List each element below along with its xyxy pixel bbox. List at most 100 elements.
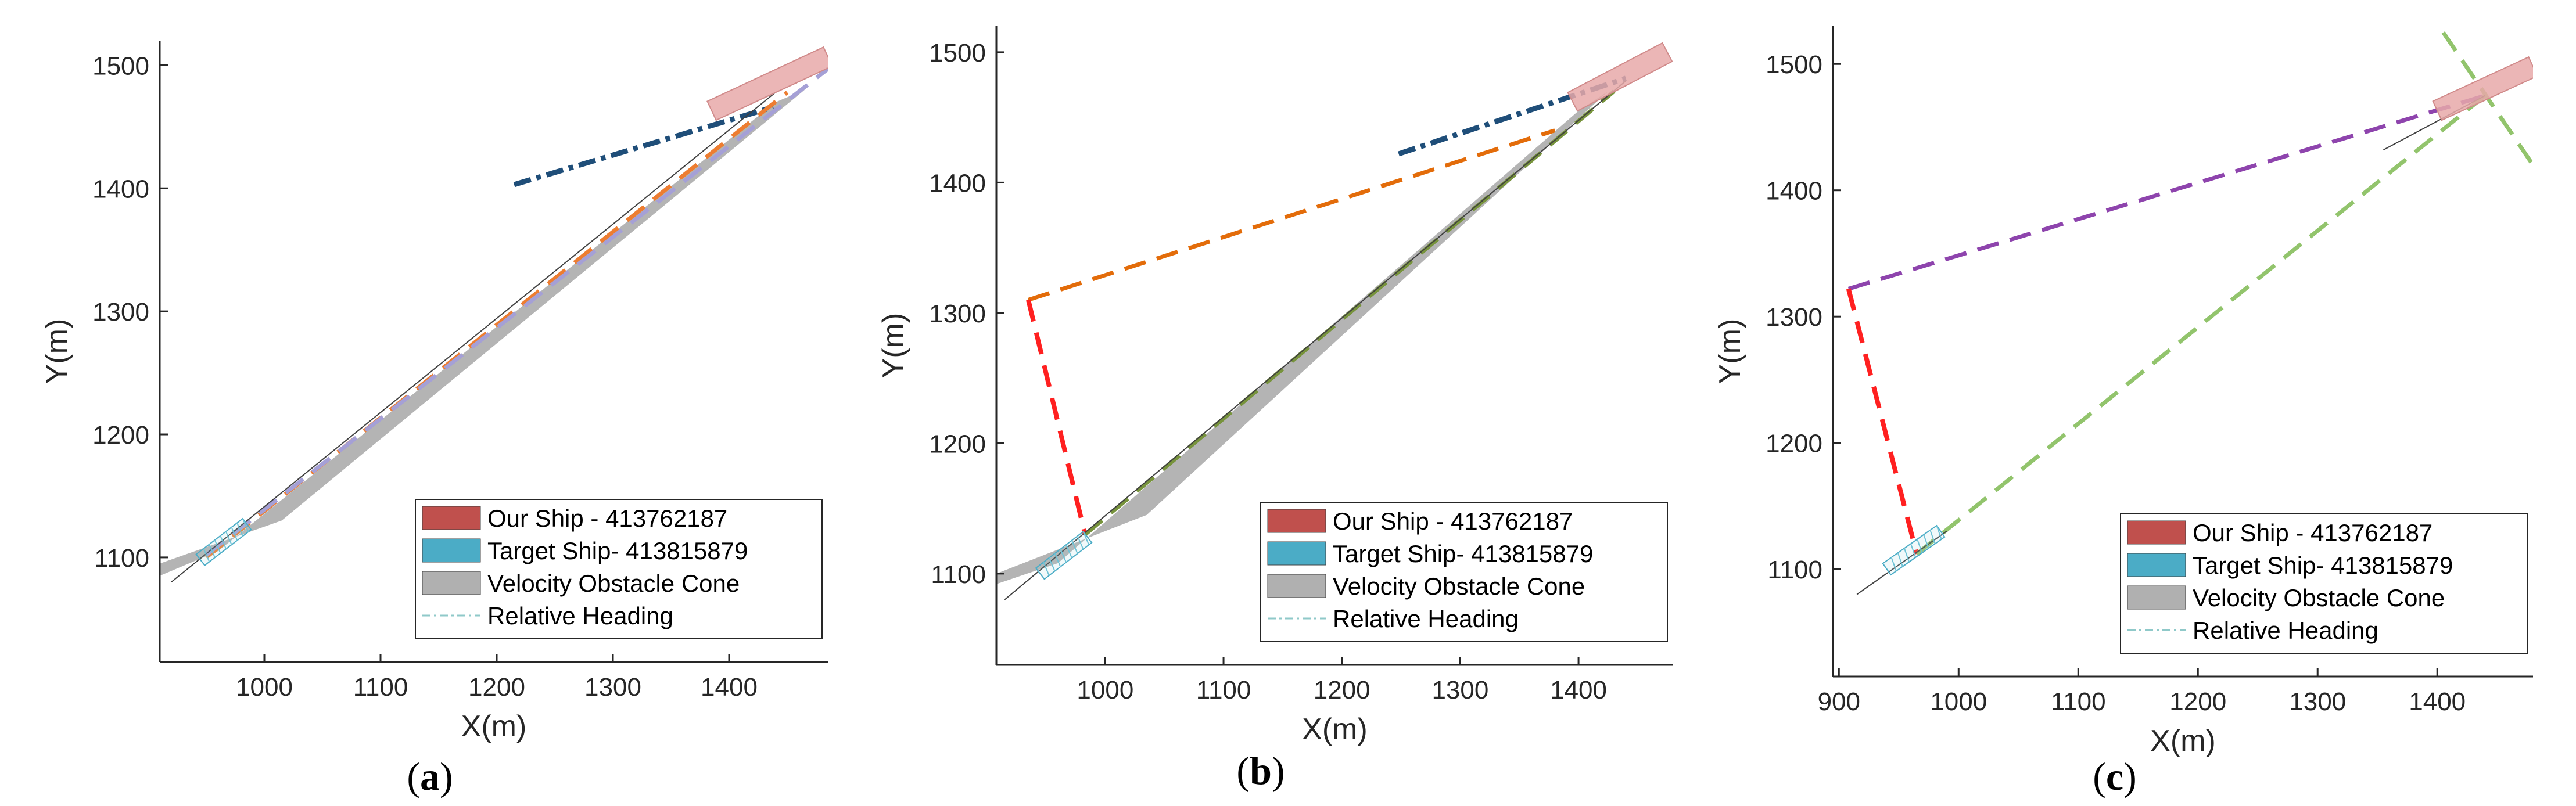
y-tick-label: 1200 [929, 430, 986, 458]
plot-area [996, 42, 1673, 600]
legend-swatch [2127, 520, 2186, 545]
y-tick-label: 1400 [1766, 177, 1822, 206]
x-tick-label: 1300 [584, 673, 641, 701]
series-line-2 [204, 91, 789, 559]
x-tick-label: 1300 [2289, 688, 2346, 716]
y-tick-label: 1300 [92, 298, 149, 326]
series-line-4 [1084, 89, 1616, 537]
series-line-1 [513, 105, 774, 188]
legend-label: Velocity Obstacle Cone [2193, 584, 2445, 611]
x-tick-label: 1100 [1196, 676, 1251, 704]
legend-swatch [2127, 553, 2186, 577]
legend: Our Ship - 413762187 Target Ship- 4138158… [2120, 513, 2528, 654]
legend-frame [1260, 502, 1668, 642]
target-ship-shape-hatch [225, 531, 232, 545]
legend-label: Velocity Obstacle Cone [487, 570, 740, 597]
target-ship-shape-hatch [1897, 552, 1903, 567]
target-ship-shape-hatch [1054, 553, 1061, 567]
target-ship-shape-hatch [1077, 535, 1084, 550]
x-tick-label: 1400 [1550, 676, 1607, 704]
legend-label: Velocity Obstacle Cone [1333, 573, 1585, 600]
target-ship-shape-hatch [1936, 525, 1942, 539]
series-line-3 [1026, 299, 1088, 535]
y-tick-label: 1200 [1766, 430, 1822, 458]
series-line-3 [1915, 93, 2487, 556]
legend-swatch [2127, 585, 2186, 610]
y-tick-label: 1300 [929, 300, 986, 328]
x-tick-label: 1000 [1930, 688, 1987, 716]
x-tick-label: 1400 [701, 673, 758, 701]
series-line-2 [1027, 128, 1556, 302]
x-tick-label: 1000 [236, 673, 293, 701]
series-line-5 [1004, 80, 1627, 600]
legend: Our Ship - 413762187 Target Ship- 4138158… [1260, 502, 1668, 642]
target-ship-shape-hatch [1043, 562, 1050, 576]
target-ship-shape-hatch [214, 539, 221, 554]
legend-label: Our Ship - 413762187 [487, 505, 727, 532]
target-ship-shape-hatch [1071, 540, 1078, 554]
target-ship-shape-hatch [236, 523, 243, 537]
target-ship-shape [1882, 524, 1946, 576]
y-tick-label: 1100 [94, 544, 149, 573]
y-tick-label: 1500 [1766, 51, 1822, 79]
chart-panel-a: 1000 1100 1200 1300 1400 1100 1200 1300 1400 1500… [40, 41, 828, 798]
x-tick-label: 1200 [1314, 676, 1370, 704]
x-tick-label: 1200 [468, 673, 525, 701]
target-ship-shape-hatch [1910, 544, 1917, 558]
legend-label: Target Ship- 413815879 [1333, 540, 1593, 567]
legend-swatch [1267, 509, 1326, 533]
y-tick-label: 1400 [929, 169, 986, 197]
legend-label: Relative Heading [1333, 605, 1519, 632]
target-ship-shape-hatch [1065, 544, 1072, 559]
our-ship-shape [706, 46, 828, 121]
legend-swatch [1267, 574, 1326, 598]
legend-frame [2120, 513, 2528, 654]
x-tick-label: 1300 [1431, 676, 1488, 704]
x-tick-label: 1100 [2051, 688, 2106, 716]
legend-swatch [422, 538, 481, 563]
target-ship-shape-hatch [1903, 548, 1910, 563]
panel-caption: (c) [2093, 754, 2137, 798]
x-tick-label: 900 [1818, 688, 1860, 716]
x-tick-label: 1400 [2409, 688, 2466, 716]
y-axis-label: Y(m) [877, 313, 910, 379]
legend: Our Ship - 413762187 Target Ship- 4138158… [415, 499, 823, 639]
target-ship-shape-hatch [1060, 549, 1067, 563]
y-tick-label: 1300 [1766, 303, 1822, 332]
chart-panel-b: 1000 1100 1200 1300 1400 1100 1200 1300 1400 1500… [877, 26, 1673, 793]
target-ship-shape-hatch [1929, 530, 1936, 544]
target-ship-shape-hatch [1082, 531, 1090, 545]
panel-caption: (b) [1236, 749, 1285, 793]
target-ship-shape-hatch [1917, 539, 1923, 553]
legend-label: Relative Heading [2193, 617, 2378, 644]
series-line-1 [1398, 75, 1627, 157]
target-ship-shape-hatch [231, 527, 238, 541]
y-tick-label: 1500 [929, 39, 986, 67]
series-line-4 [171, 92, 776, 583]
our-ship-shape [1567, 42, 1673, 112]
velocity-obstacle-cone [996, 91, 1608, 584]
legend-label: Our Ship - 413762187 [2193, 519, 2433, 546]
x-axis-label: X(m) [1302, 713, 1368, 746]
legend-swatch [1267, 541, 1326, 566]
y-axis-label: Y(m) [1713, 319, 1747, 384]
target-ship-shape-hatch [1890, 557, 1897, 571]
target-ship-shape-hatch [209, 544, 216, 558]
legend-swatch [422, 571, 481, 595]
x-tick-label: 1100 [353, 673, 408, 701]
x-tick-label: 1200 [2169, 688, 2226, 716]
y-tick-label: 1100 [1767, 556, 1822, 584]
y-tick-label: 1400 [92, 175, 149, 203]
target-ship-shape-hatch [1923, 534, 1929, 549]
y-tick-label: 1500 [92, 52, 149, 80]
target-ship-shape-hatch [242, 518, 249, 532]
legend-swatch [422, 506, 481, 530]
target-ship-shape-hatch [1048, 557, 1056, 571]
legend-frame [415, 499, 823, 639]
x-axis-label: X(m) [461, 710, 527, 743]
target-ship-shape-hatch [203, 548, 210, 562]
our-ship-shape [2432, 56, 2533, 121]
chart-panel-c: 900 1000 1100 1200 1300 1400 1100 1200 1300 1400 1… [1713, 26, 2533, 798]
panel-caption: (a) [407, 754, 453, 798]
